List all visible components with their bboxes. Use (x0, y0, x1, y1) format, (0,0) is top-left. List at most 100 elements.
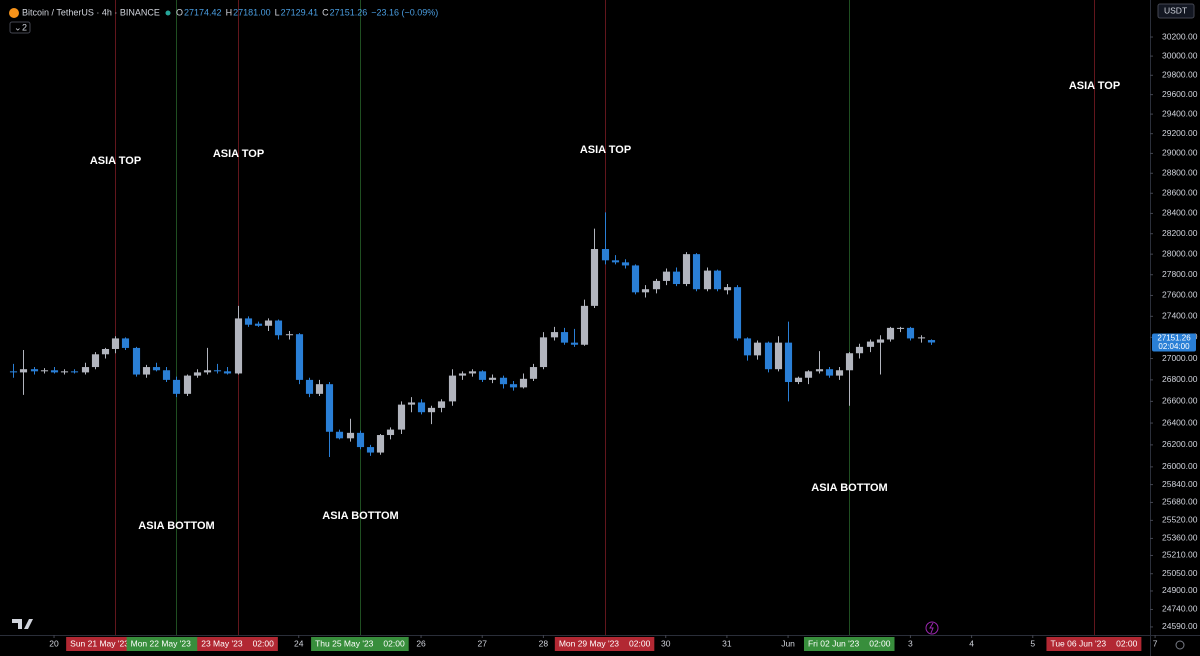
session-label-box (554, 637, 655, 651)
y-tick-label: 28000.00 (1162, 248, 1198, 258)
alerts-icon[interactable] (925, 621, 939, 635)
candle-body (223, 371, 232, 374)
candle-body (142, 367, 151, 375)
candle-body (427, 407, 436, 413)
session-time-label: 23 May '23 02:00 (197, 637, 278, 651)
candle-body (723, 287, 732, 291)
y-tick-label: 27000.00 (1162, 353, 1198, 363)
y-tick-label: 25520.00 (1162, 515, 1198, 525)
candle-body (346, 432, 355, 439)
candle-body (611, 260, 620, 263)
candle-body (652, 280, 661, 290)
session-time: 02:00 (1116, 638, 1138, 648)
x-tick-label: 7 (1153, 638, 1158, 648)
session-date: Sun 21 May '23 (70, 638, 129, 648)
candle-body (407, 402, 416, 405)
price-axis: 30200.00 30000.00 29800.00 29600.00 29400.00… (1150, 31, 1198, 631)
y-tick-label: 27800.00 (1162, 269, 1198, 279)
candle-body (825, 369, 834, 376)
candle-body (386, 429, 395, 436)
session-note: ASIA BOTTOM (138, 520, 214, 532)
y-tick-label: 25210.00 (1162, 550, 1198, 560)
candle-body (50, 370, 59, 373)
candle-body (203, 370, 212, 373)
candle-body (519, 378, 528, 388)
candle-body (743, 338, 752, 356)
y-tick-label: 26200.00 (1162, 439, 1198, 449)
candle-body (672, 271, 681, 285)
y-tick-label: 25360.00 (1162, 533, 1198, 543)
session-date: 23 May '23 (201, 638, 243, 648)
candle-body (590, 249, 599, 306)
session-date: Mon 29 May '23 (559, 638, 619, 648)
candle-body (876, 339, 885, 343)
candle-body (356, 432, 365, 448)
x-tick-label: 4 (969, 638, 974, 648)
y-tick-label: 24900.00 (1162, 585, 1198, 595)
tv-logo-mark[interactable] (12, 619, 33, 629)
indicator-toggle[interactable] (9, 21, 31, 34)
currency-selector[interactable]: USDT (1157, 3, 1195, 19)
session-date: Fri 02 Jun '23 (808, 638, 860, 648)
x-tick-label: 3 (908, 638, 913, 648)
candle-body (305, 379, 314, 394)
candle-body (866, 341, 875, 347)
y-tick-label: 24740.00 (1162, 604, 1198, 614)
currency[interactable]: USDT (1164, 5, 1187, 15)
session-time-label: Fri 02 Jun '23 02:00 (803, 637, 895, 651)
candle-body (234, 318, 243, 374)
candle-body (254, 323, 263, 326)
x-tick-label: 27 (477, 638, 487, 648)
y-tick-label: 27600.00 (1162, 290, 1198, 300)
session-label-box (197, 637, 278, 651)
candle-body (509, 384, 518, 388)
candle-body (162, 370, 171, 380)
candle-body (804, 371, 813, 378)
candle-body (794, 377, 803, 383)
change: −23.16 (−0.09%) (371, 7, 438, 17)
x-tick-label: 30 (661, 638, 671, 648)
market-status (165, 10, 171, 16)
candle-body (560, 332, 569, 343)
candle-body (30, 369, 39, 372)
session-time-label: Tue 06 Jun '23 02:00 (1046, 637, 1142, 651)
y-tick-label: 25050.00 (1162, 568, 1198, 578)
candle-body (376, 435, 385, 453)
candle-body (733, 287, 742, 339)
session-date: Mon 22 May '23 (131, 638, 191, 648)
candle-body (183, 375, 192, 394)
session-note: ASIA TOP (580, 144, 631, 156)
candle-body (81, 367, 90, 373)
y-tick-label: 30000.00 (1162, 50, 1198, 60)
candle-body (927, 340, 936, 343)
ohlc-key: C (322, 7, 329, 17)
y-tick-label: 29400.00 (1162, 108, 1198, 118)
session-label-box (803, 637, 895, 651)
candle-body (539, 337, 548, 368)
session-time: 02:00 (253, 638, 275, 648)
candle-body (692, 254, 701, 290)
ohlc-key: O (176, 7, 183, 17)
settings-icon[interactable] (1175, 640, 1185, 650)
candle-body (835, 370, 844, 376)
candle-body (468, 371, 477, 374)
x-tick-label: 24 (294, 638, 304, 648)
session-time: 02:00 (383, 638, 405, 648)
candle-body (488, 377, 497, 380)
candle-body (478, 371, 487, 380)
y-tick-label: 29600.00 (1162, 89, 1198, 99)
candle-body (437, 401, 446, 408)
candle-body (448, 375, 457, 402)
currency-box[interactable] (1157, 3, 1195, 19)
y-tick-label: 25680.00 (1162, 497, 1198, 507)
y-tick-label: 29200.00 (1162, 128, 1198, 138)
candle-body (213, 370, 222, 372)
symbol[interactable]: Bitcoin / TetherUS · 4h · BINANCE (22, 7, 160, 17)
candle-body (19, 369, 28, 373)
y-tick-label: 29000.00 (1162, 148, 1198, 158)
tv-logo[interactable] (12, 619, 33, 629)
candle-body (499, 377, 508, 385)
session-time-label: Mon 29 May '23 02:00 (554, 637, 655, 651)
x-tick-label: 31 (722, 638, 732, 648)
